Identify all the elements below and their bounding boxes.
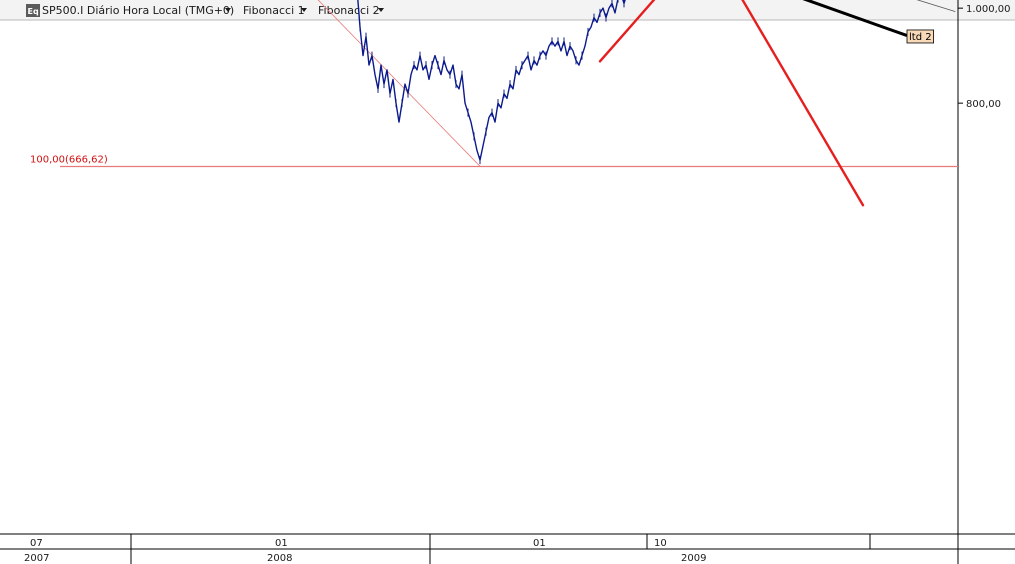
title-dropdown-icon[interactable] — [225, 8, 231, 12]
chart-title: SP500.I Diário Hora Local (TMG+0) — [42, 4, 234, 17]
x-tick-bottom-0: 2007 — [24, 553, 49, 564]
x-tick-top-2: 01 — [533, 538, 546, 549]
price-series — [357, 0, 626, 165]
toolbar-background — [0, 0, 1015, 20]
toolbar: Eq SP500.I Diário Hora Local (TMG+0) Fib… — [26, 4, 384, 17]
trend-line-fib-diag — [317, 0, 481, 167]
y-tick-label: 800,00 — [966, 99, 1001, 110]
annotations: estamos perante uma imagem semelhante ?!… — [906, 29, 935, 44]
annotation[interactable]: ltd 2 — [906, 29, 935, 44]
x-tick-top-1: 01 — [275, 538, 288, 549]
fib-level-label: 100,00(666,62) — [30, 155, 108, 166]
y-tick-label: 1.000,00 — [966, 4, 1011, 15]
fibonacci-levels: 0,00(1.576,79)9)61,80(1.455,21)50,00(1.4… — [30, 155, 958, 168]
x-tick-bottom-2: 2009 — [681, 553, 706, 564]
fibonacci-2-menu[interactable]: Fibonacci 2 — [318, 4, 380, 17]
trend-line-red-down-2 — [741, 0, 865, 207]
fibonacci-1-menu[interactable]: Fibonacci 1 — [243, 4, 305, 17]
trend-line-red-up-2 — [598, 0, 656, 63]
x-tick-bottom-1: 2008 — [267, 553, 292, 564]
fibonacci-2-dropdown-icon[interactable] — [378, 8, 384, 12]
annotation-box — [906, 29, 935, 44]
annotation-text: ltd 2 — [909, 32, 932, 43]
symbol-icon[interactable] — [26, 4, 40, 17]
x-axis: 07 01 01 10 2007 2008 2009 — [24, 534, 871, 564]
trend-lines — [317, 0, 956, 207]
fibonacci-1-dropdown-icon[interactable] — [301, 8, 307, 12]
y-axis: 800,001.000,001.200,001.400,001.600,00 — [958, 4, 1011, 110]
symbol-icon-text: Eq — [28, 7, 39, 16]
x-tick-top-3: 10 — [654, 538, 667, 549]
x-tick-top-0: 07 — [30, 538, 43, 549]
